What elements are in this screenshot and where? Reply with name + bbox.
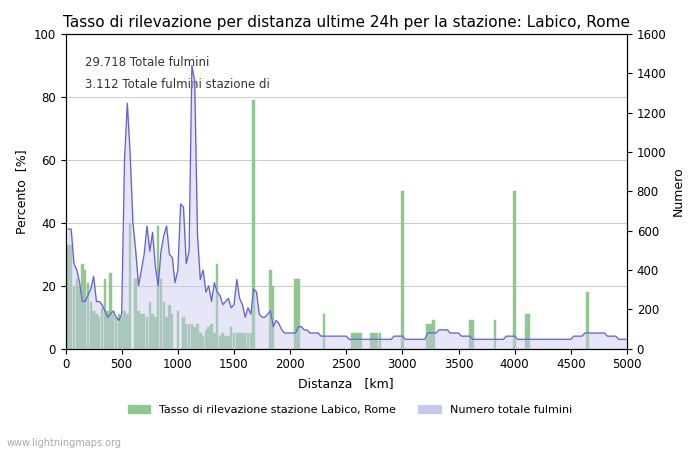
Bar xyxy=(207,327,210,349)
Bar xyxy=(525,314,527,349)
Bar xyxy=(253,100,255,349)
Bar xyxy=(154,317,157,349)
Bar xyxy=(118,314,120,349)
Bar xyxy=(250,333,252,349)
Bar xyxy=(73,286,75,349)
Bar xyxy=(270,270,272,349)
Bar xyxy=(202,336,204,349)
Bar xyxy=(373,333,376,349)
Bar xyxy=(323,314,325,349)
Bar xyxy=(90,302,92,349)
Bar xyxy=(176,311,179,349)
Bar xyxy=(468,320,471,349)
Bar xyxy=(165,317,168,349)
Bar xyxy=(123,311,126,349)
Text: 3.112 Totale fulmini stazione di: 3.112 Totale fulmini stazione di xyxy=(85,78,270,91)
Bar xyxy=(432,320,435,349)
Bar xyxy=(232,333,235,349)
X-axis label: Distanza   [km]: Distanza [km] xyxy=(298,377,394,390)
Bar xyxy=(379,333,382,349)
Bar xyxy=(84,270,86,349)
Bar xyxy=(238,333,241,349)
Bar xyxy=(143,314,146,349)
Bar xyxy=(78,286,81,349)
Bar xyxy=(528,314,530,349)
Bar xyxy=(157,226,160,349)
Bar xyxy=(129,223,132,349)
Bar xyxy=(185,324,188,349)
Bar xyxy=(104,279,106,349)
Bar xyxy=(140,314,143,349)
Legend: Tasso di rilevazione stazione Labico, Rome, Numero totale fulmini: Tasso di rilevazione stazione Labico, Ro… xyxy=(124,401,576,420)
Bar xyxy=(587,292,589,349)
Y-axis label: Percento  [%]: Percento [%] xyxy=(15,149,28,234)
Bar xyxy=(106,311,109,349)
Bar xyxy=(76,279,78,349)
Bar xyxy=(101,308,104,349)
Bar xyxy=(199,333,202,349)
Bar xyxy=(160,279,162,349)
Bar xyxy=(351,333,353,349)
Bar xyxy=(98,317,100,349)
Bar xyxy=(401,191,404,349)
Bar xyxy=(224,336,227,349)
Bar xyxy=(148,302,151,349)
Bar xyxy=(112,314,115,349)
Bar xyxy=(230,327,232,349)
Bar xyxy=(471,320,474,349)
Bar xyxy=(210,324,213,349)
Bar xyxy=(244,333,246,349)
Bar xyxy=(218,336,221,349)
Bar xyxy=(196,324,199,349)
Bar xyxy=(513,191,516,349)
Bar xyxy=(115,317,118,349)
Bar xyxy=(204,330,207,349)
Title: Tasso di rilevazione per distanza ultime 24h per la stazione: Labico, Rome: Tasso di rilevazione per distanza ultime… xyxy=(63,15,630,30)
Bar xyxy=(376,333,379,349)
Bar xyxy=(81,264,83,349)
Bar xyxy=(126,314,129,349)
Text: 29.718 Totale fulmini: 29.718 Totale fulmini xyxy=(85,56,209,69)
Bar xyxy=(182,317,185,349)
Bar xyxy=(295,279,297,349)
Bar xyxy=(67,245,69,349)
Bar xyxy=(213,333,216,349)
Y-axis label: Numero: Numero xyxy=(672,166,685,216)
Bar xyxy=(134,279,137,349)
Bar xyxy=(168,305,171,349)
Bar xyxy=(70,245,72,349)
Bar xyxy=(162,302,165,349)
Bar xyxy=(247,333,249,349)
Bar xyxy=(429,324,432,349)
Bar xyxy=(193,327,196,349)
Bar xyxy=(272,286,274,349)
Bar xyxy=(241,333,244,349)
Bar xyxy=(95,314,97,349)
Bar xyxy=(171,314,174,349)
Bar xyxy=(221,333,224,349)
Bar xyxy=(146,317,148,349)
Bar xyxy=(426,324,429,349)
Bar xyxy=(188,324,190,349)
Bar xyxy=(356,333,358,349)
Bar xyxy=(354,333,356,349)
Bar xyxy=(109,273,112,349)
Bar xyxy=(370,333,373,349)
Bar xyxy=(227,336,230,349)
Bar xyxy=(235,333,238,349)
Text: www.lightningmaps.org: www.lightningmaps.org xyxy=(7,438,122,448)
Bar xyxy=(190,324,193,349)
Bar xyxy=(120,317,123,349)
Bar xyxy=(92,311,95,349)
Bar xyxy=(87,283,89,349)
Bar xyxy=(151,314,154,349)
Bar xyxy=(298,279,300,349)
Bar xyxy=(216,264,218,349)
Bar xyxy=(494,320,496,349)
Bar xyxy=(359,333,361,349)
Bar xyxy=(137,311,140,349)
